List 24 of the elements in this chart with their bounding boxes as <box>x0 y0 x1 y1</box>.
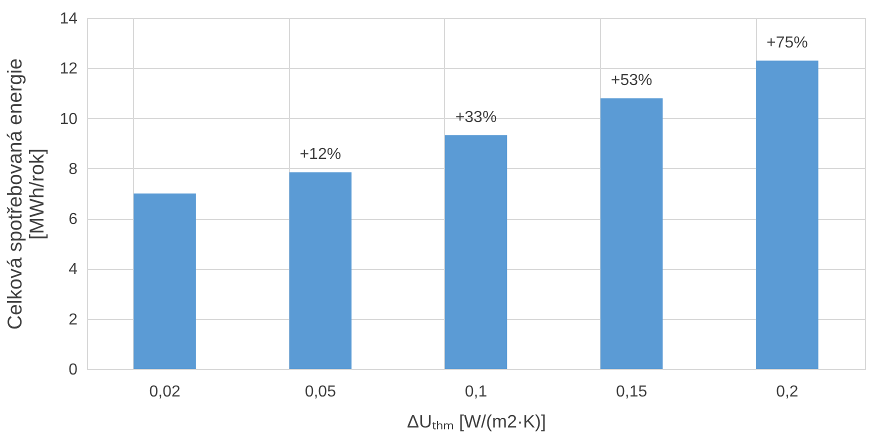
x-tick-label: 0,2 <box>776 384 798 400</box>
y-tick-label: 8 <box>68 160 78 178</box>
bar <box>756 60 818 369</box>
y-axis-title: Celková spotřebovaná energie [MWh/rok] <box>4 58 49 330</box>
x-tick-label: 0,05 <box>304 384 336 400</box>
y-tick-label: 10 <box>60 110 78 128</box>
bar <box>134 194 196 369</box>
x-tick-label: 0,15 <box>616 384 648 400</box>
bar <box>600 98 663 369</box>
x-tick-label: 0,02 <box>149 384 180 400</box>
y-tick-label: 12 <box>60 60 78 78</box>
annotation: +53% <box>610 72 652 90</box>
x-tick-label: 0,1 <box>464 384 488 400</box>
y-tick-label: 0 <box>68 362 78 378</box>
annotation: +75% <box>766 34 808 52</box>
x-axis-title: ΔUₜₕₘ [W/(m2·K)] <box>406 412 546 432</box>
y-tick-label: 6 <box>68 211 78 228</box>
annotation: +12% <box>300 146 342 164</box>
bar <box>444 135 508 369</box>
y-tick-label: 2 <box>68 311 78 328</box>
y-tick-label: 4 <box>68 261 78 278</box>
annotation: +33% <box>455 109 497 126</box>
y-tick-label: 14 <box>60 10 78 28</box>
bar <box>289 172 352 369</box>
